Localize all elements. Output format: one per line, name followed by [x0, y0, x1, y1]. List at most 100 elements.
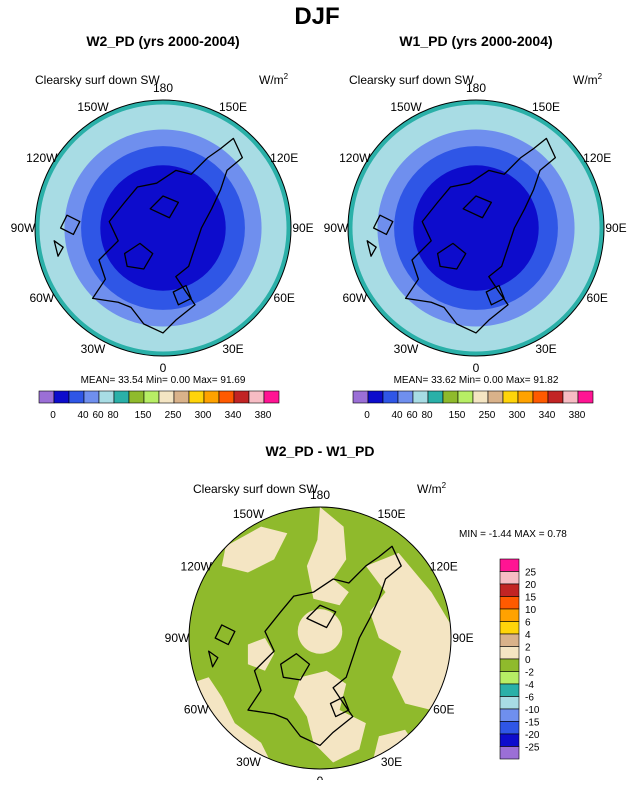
lon-label: 30W	[236, 755, 261, 769]
lon-label: 120E	[430, 560, 458, 574]
colorbar-box	[128, 390, 145, 404]
map-border	[34, 99, 292, 357]
colorbar-tick-label: 40	[391, 410, 403, 421]
colorbar-tick-label: 0	[364, 410, 370, 421]
colorbar-tick-label: 340	[539, 410, 556, 421]
colorbar-box	[499, 646, 520, 660]
colorbar-box	[487, 390, 504, 404]
polar-map: 180 150E 120E 90E 60E 30E 0 30W 60W 90W 120W 150W	[324, 81, 627, 375]
lon-label: 30E	[222, 342, 243, 356]
colorbar-tick-label: 15	[525, 593, 537, 604]
colorbar-box	[113, 390, 130, 404]
colorbar-box	[532, 390, 549, 404]
colorbar-tick-label: 6	[525, 618, 531, 629]
lon-label: 90E	[605, 221, 626, 235]
lon-label: 180	[466, 81, 486, 95]
colorbar-tick-label: 4	[525, 630, 531, 641]
lon-label: 30E	[535, 342, 556, 356]
colorbar-box	[499, 608, 520, 622]
units-label: W/m2	[573, 72, 603, 87]
lon-label: 60E	[274, 291, 295, 305]
colorbar-box	[158, 390, 175, 404]
colorbar-tick-label: 60	[92, 410, 104, 421]
colorbar-tick-label: 40	[77, 410, 89, 421]
lon-label: 0	[473, 361, 480, 375]
colorbar-box	[412, 390, 429, 404]
colorbar-tick-label: 250	[479, 410, 496, 421]
lon-label: 150W	[77, 100, 109, 114]
variable-label: Clearsky surf down SW	[193, 482, 318, 496]
colorbar-box	[562, 390, 579, 404]
colorbar-box	[499, 558, 520, 572]
lon-label: 60W	[184, 703, 209, 717]
colorbar-box	[499, 633, 520, 647]
polar-map: 180 150E 120E 90E 60E 30E 0 30W 60W 90W 120W 150W	[11, 81, 314, 375]
colorbar-box	[499, 671, 520, 685]
map-panel-w1: W1_PD (yrs 2000-2004) Clearsky surf down…	[324, 33, 627, 421]
colorbar-tick-label: -2	[525, 668, 534, 679]
colorbar-box	[173, 390, 190, 404]
colorbar-box	[352, 390, 369, 404]
colorbar-tick-label: 10	[525, 605, 537, 616]
colorbar-box	[397, 390, 414, 404]
colorbar-box	[218, 390, 235, 404]
colorbar-tick-label: 25	[525, 568, 537, 579]
variable-label: Clearsky surf down SW	[35, 73, 160, 87]
colorbar-box	[233, 390, 250, 404]
stats-line: MEAN= 33.54 Min= 0.00 Max= 91.69	[81, 375, 246, 386]
colorbar-box	[53, 390, 70, 404]
colorbar-box	[499, 621, 520, 635]
colorbar-tick-label: 380	[255, 410, 272, 421]
colorbar-tick-label: 80	[107, 410, 119, 421]
lon-label: 120W	[26, 151, 58, 165]
colorbar-box	[382, 390, 399, 404]
colorbar-tick-label: 250	[165, 410, 182, 421]
colorbar: 0 40 60 80 150 250 300 340 380	[38, 390, 280, 421]
colorbar-box	[547, 390, 564, 404]
lon-label: 90W	[324, 221, 349, 235]
colorbar-tick-label: 0	[50, 410, 56, 421]
lon-label: 150W	[390, 100, 422, 114]
coastline	[366, 137, 557, 334]
colorbar-box	[472, 390, 489, 404]
colorbar-tick-label: 0	[525, 655, 531, 666]
colorbar-box	[499, 708, 520, 722]
contour-patch-5	[293, 670, 366, 763]
map-panel-w2: W2_PD (yrs 2000-2004) Clearsky surf down…	[11, 33, 314, 421]
panel-title: W1_PD (yrs 2000-2004)	[399, 33, 552, 49]
lon-label: 0	[317, 774, 324, 780]
colorbar-tick-label: 300	[509, 410, 526, 421]
colorbar-tick-label: -10	[525, 705, 540, 716]
colorbar-box	[499, 733, 520, 747]
lon-label: 150E	[377, 507, 405, 521]
colorbar-box	[83, 390, 100, 404]
colorbar: 0 40 60 80 150 250 300 340 380	[352, 390, 594, 421]
map-border	[188, 506, 452, 770]
lon-label: 120W	[181, 560, 213, 574]
lon-label: 60W	[29, 291, 54, 305]
lon-label: 150E	[219, 100, 247, 114]
colorbar-box	[499, 596, 520, 610]
colorbar-box	[499, 658, 520, 672]
colorbar-box	[457, 390, 474, 404]
lon-label: 120W	[339, 151, 371, 165]
variable-label: Clearsky surf down SW	[349, 73, 474, 87]
colorbar-tick-label: 80	[421, 410, 433, 421]
colorbar-tick-label: -25	[525, 743, 540, 754]
colorbar-box	[143, 390, 160, 404]
lon-label: 90E	[292, 221, 313, 235]
lon-label: 150W	[233, 507, 265, 521]
colorbar-box	[499, 683, 520, 697]
colorbar-box	[248, 390, 265, 404]
lon-label: 0	[160, 361, 167, 375]
main-title: DJF	[294, 3, 339, 30]
contour-patch-3	[221, 526, 288, 573]
colorbar-tick-label: -6	[525, 693, 534, 704]
colorbar-box	[499, 583, 520, 597]
stats-line: MEAN= 33.62 Min= 0.00 Max= 91.82	[394, 375, 559, 386]
colorbar-box	[517, 390, 534, 404]
lon-label: 30W	[81, 342, 106, 356]
lon-label: 60E	[587, 291, 608, 305]
contour-patch-1	[297, 609, 343, 654]
